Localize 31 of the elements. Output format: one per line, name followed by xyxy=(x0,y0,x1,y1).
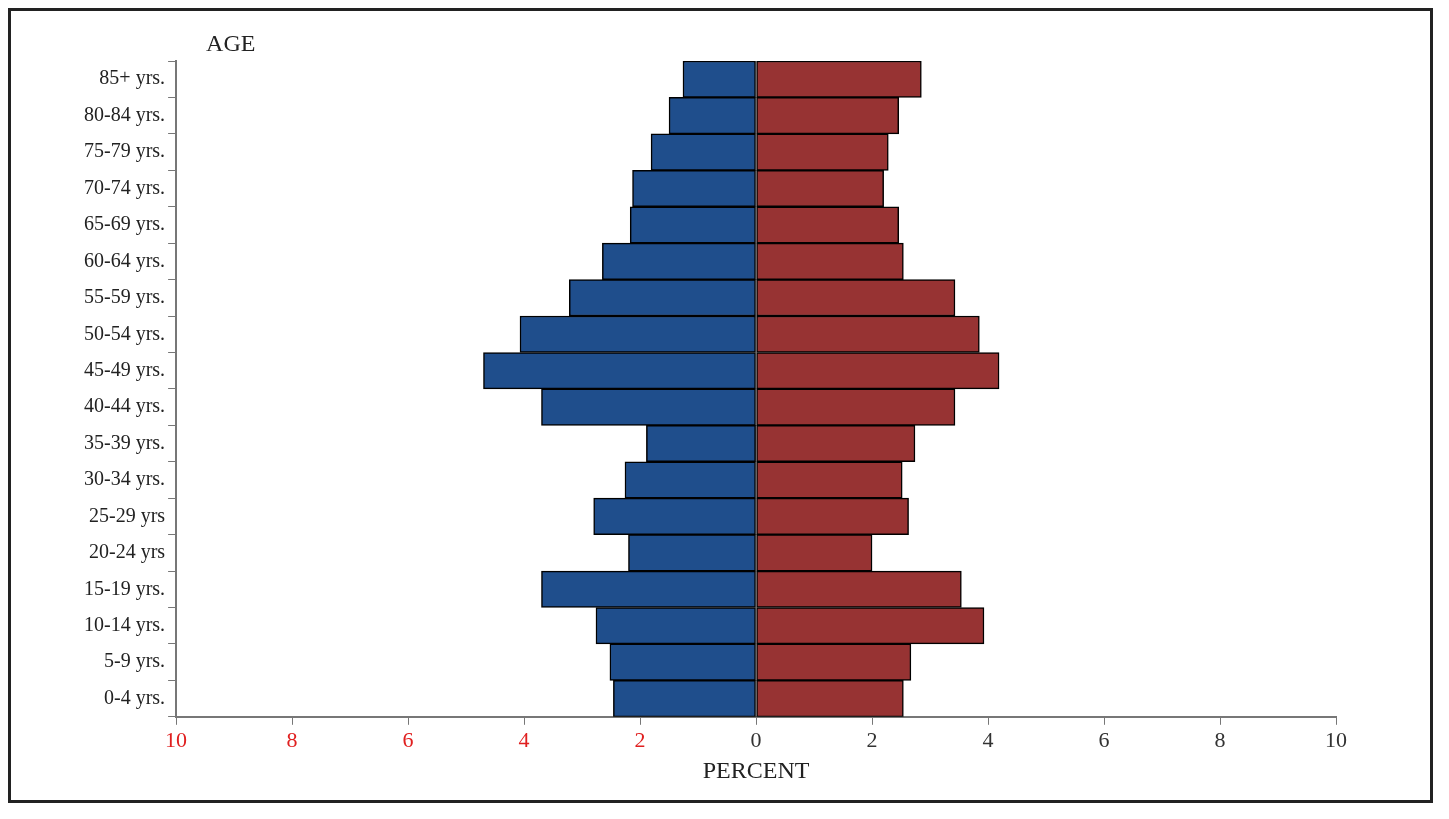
x-tick-label: 2 xyxy=(866,726,878,752)
y-tick-label: 60-64 yrs. xyxy=(83,248,166,272)
y-tick-label: 65-69 yrs. xyxy=(83,212,166,236)
y-tick-label: 55-59 yrs. xyxy=(83,285,166,309)
x-tick-label: 2 xyxy=(634,726,646,752)
x-tick-label: 4 xyxy=(982,726,994,752)
y-tick-label: 5-9 yrs. xyxy=(103,649,166,673)
y-tick-label: 75-79 yrs. xyxy=(83,139,166,163)
x-tick-label: 8 xyxy=(1214,726,1226,752)
y-tick-label: 50-54 yrs. xyxy=(83,321,166,345)
y-tick-label: 45-49 yrs. xyxy=(83,357,166,381)
y-tick-label: 70-74 yrs. xyxy=(83,175,166,199)
y-tick-label: 80-84 yrs. xyxy=(83,102,166,126)
y-tick-label: 15-19 yrs. xyxy=(83,576,166,600)
x-tick-label: 6 xyxy=(1098,726,1110,752)
x-tick-label: 0 xyxy=(750,726,762,752)
x-tick-label: 10 xyxy=(165,726,188,752)
y-tick-label: 85+ yrs. xyxy=(99,66,166,90)
y-tick-label: 35-39 yrs. xyxy=(83,430,166,454)
y-tick-label: 20-24 yrs xyxy=(88,540,166,564)
x-tick-label: 8 xyxy=(286,726,298,752)
x-tick-label: 10 xyxy=(1325,726,1347,752)
y-axis-title: AGE xyxy=(206,30,256,57)
y-tick-label: 25-29 yrs xyxy=(88,503,166,527)
x-axis-title: PERCENT xyxy=(702,756,810,783)
y-tick-label: 0-4 yrs. xyxy=(103,685,166,709)
y-tick-label: 40-44 yrs. xyxy=(83,394,166,418)
y-tick-label: 30-34 yrs. xyxy=(83,467,166,491)
x-tick-label: 4 xyxy=(518,726,530,752)
x-tick-label: 6 xyxy=(402,726,414,752)
y-tick-label: 10-14 yrs. xyxy=(83,612,166,636)
